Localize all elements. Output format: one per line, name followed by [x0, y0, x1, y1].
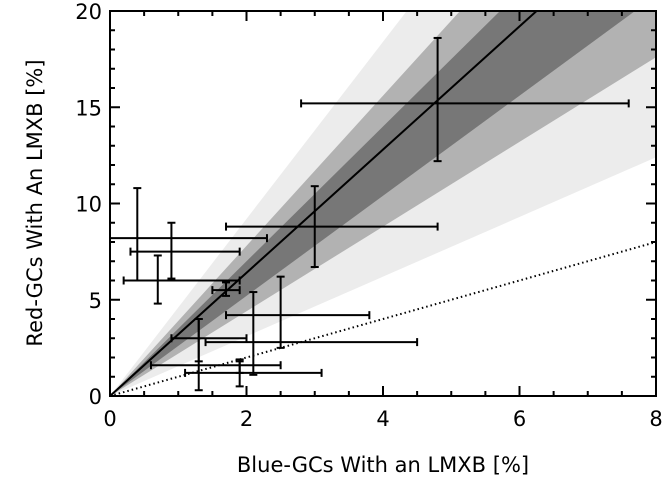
- fit-lines: [110, 11, 656, 396]
- data-point: [204, 291, 419, 376]
- best-fit-line: [110, 11, 539, 396]
- data-point: [194, 318, 203, 392]
- data-point: [149, 358, 282, 374]
- data-point: [184, 360, 323, 388]
- data-point: [225, 185, 439, 269]
- y-tick-label: 10: [75, 193, 102, 217]
- x-tick-label: 8: [649, 407, 662, 431]
- x-axis-label: Blue-GCs With an LMXB [%]: [237, 453, 529, 477]
- confidence-band-3: [110, 11, 635, 396]
- y-axis-label: Red-GCs With An LMXB [%]: [23, 59, 47, 346]
- data-points: [109, 36, 630, 392]
- confidence-bands: [110, 11, 656, 396]
- data-point: [129, 221, 241, 280]
- x-tick-label: 4: [376, 407, 389, 431]
- y-tick-label: 5: [89, 289, 102, 313]
- y-tick-label: 20: [75, 0, 102, 24]
- data-point: [300, 36, 630, 163]
- y-tick-label: 15: [75, 96, 102, 120]
- y-tick-label: 0: [89, 385, 102, 409]
- data-point: [211, 281, 241, 297]
- confidence-band-2: [110, 11, 656, 396]
- data-point: [225, 275, 371, 349]
- x-tick-label: 6: [513, 407, 526, 431]
- x-tick-label: 0: [103, 407, 116, 431]
- data-point: [122, 254, 241, 305]
- axes: 0 2 4 6 8 0 5 10 15 20: [75, 0, 662, 431]
- reference-line: [110, 241, 656, 396]
- x-tick-label: 2: [240, 407, 253, 431]
